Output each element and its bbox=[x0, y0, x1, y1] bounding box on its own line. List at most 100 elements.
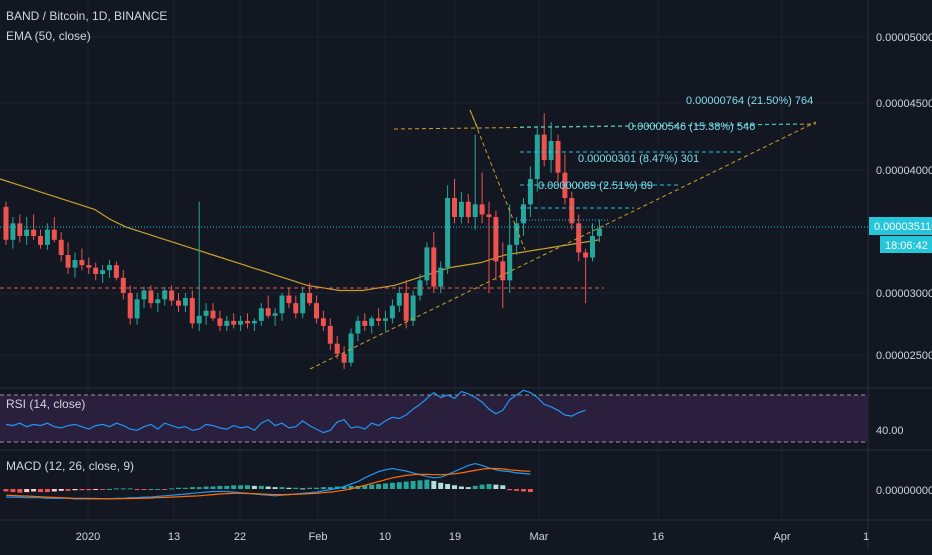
drawings[interactable] bbox=[0, 109, 868, 370]
candle bbox=[258, 303, 264, 326]
candle-body bbox=[113, 265, 119, 278]
macd-histogram-bar bbox=[500, 485, 506, 489]
candle bbox=[265, 295, 271, 319]
candle-body bbox=[141, 290, 147, 300]
ema-legend[interactable]: EMA (50, close) bbox=[6, 29, 91, 43]
candle bbox=[148, 285, 154, 309]
candle-body bbox=[238, 320, 244, 325]
candle bbox=[231, 313, 237, 329]
candle-body bbox=[17, 223, 23, 236]
macd-histogram-bar bbox=[479, 484, 485, 489]
candle bbox=[348, 328, 354, 367]
macd-layer bbox=[3, 462, 533, 500]
candle-body bbox=[86, 265, 92, 268]
candle-body bbox=[424, 247, 430, 281]
macd-histogram-bar bbox=[458, 486, 464, 489]
macd-histogram-bar bbox=[369, 484, 375, 489]
candle bbox=[341, 346, 347, 369]
candle-body bbox=[521, 204, 526, 224]
candle-body bbox=[576, 223, 582, 253]
candle-body bbox=[514, 223, 520, 245]
chart-title[interactable]: BAND / Bitcoin, 1D, BINANCE bbox=[6, 9, 167, 23]
macd-histogram-bar bbox=[521, 489, 526, 492]
macd-histogram-bar bbox=[72, 489, 78, 491]
time-axis[interactable]: 2020 13 22 Feb 10 19 Mar 16 Apr 1 bbox=[76, 531, 869, 543]
macd-histogram-bar bbox=[403, 481, 409, 489]
candle-body bbox=[217, 318, 223, 326]
macd-histogram-bar bbox=[279, 487, 285, 489]
candle-body bbox=[583, 252, 589, 258]
candle-body bbox=[334, 343, 340, 354]
ascending-trendline[interactable] bbox=[309, 121, 817, 370]
y-tick-label: 0.00003000 bbox=[876, 288, 932, 300]
macd-histogram-bar bbox=[113, 488, 119, 490]
candle-body bbox=[3, 206, 9, 240]
candle bbox=[445, 185, 451, 274]
candle-body bbox=[452, 198, 457, 217]
candle-body bbox=[431, 247, 437, 287]
candle-body bbox=[362, 320, 368, 326]
candle bbox=[3, 201, 9, 245]
candle bbox=[120, 270, 126, 300]
candle bbox=[44, 223, 50, 250]
macd-histogram-bar bbox=[327, 487, 333, 489]
macd-histogram-bar bbox=[307, 487, 313, 489]
candle-body bbox=[438, 267, 444, 287]
macd-histogram-bar bbox=[127, 488, 133, 490]
rsi-layer bbox=[5, 389, 586, 434]
x-tick-label: 19 bbox=[449, 531, 461, 543]
target-label: 0.00000764 (21.50%) 764 bbox=[686, 95, 813, 107]
macd-histogram-bar bbox=[79, 489, 85, 491]
candles-layer[interactable] bbox=[3, 113, 602, 369]
y-tick-label: 0.00005000 bbox=[876, 32, 932, 44]
macd-histogram-bar bbox=[203, 486, 209, 489]
macd-histogram-bar bbox=[445, 484, 451, 489]
candle-body bbox=[51, 229, 57, 240]
candle-body bbox=[376, 318, 382, 321]
target-label: 0.00000546 (15.38%) 546 bbox=[628, 121, 755, 133]
candle-body bbox=[258, 308, 264, 321]
candle bbox=[286, 287, 292, 309]
candle bbox=[396, 286, 402, 312]
candle-body bbox=[38, 236, 43, 245]
macd-histogram-bar bbox=[24, 489, 30, 493]
candle bbox=[355, 315, 361, 342]
macd-histogram-bar bbox=[65, 489, 71, 491]
candle-body bbox=[251, 320, 257, 324]
price-axis[interactable]: 0.00005000 0.00004500 0.00004000 0.00003… bbox=[869, 32, 932, 497]
candle bbox=[224, 315, 230, 331]
macd-histogram-bar bbox=[320, 487, 326, 489]
candle bbox=[10, 217, 16, 249]
candle-body bbox=[79, 260, 85, 266]
rsi-tick-label: 40.00 bbox=[876, 425, 904, 437]
x-tick-label: Apr bbox=[773, 531, 790, 543]
macd-histogram-bar bbox=[514, 489, 520, 491]
candle bbox=[376, 308, 382, 326]
candle bbox=[569, 191, 575, 230]
macd-histogram-bar bbox=[286, 487, 292, 489]
candle-body bbox=[493, 217, 499, 262]
macd-histogram-bar bbox=[341, 486, 347, 489]
rsi-legend[interactable]: RSI (14, close) bbox=[6, 397, 85, 411]
candle-body bbox=[100, 270, 106, 274]
candle bbox=[217, 310, 223, 331]
candle-body bbox=[196, 315, 202, 324]
candle bbox=[279, 293, 285, 321]
candle bbox=[431, 232, 437, 293]
candle bbox=[369, 315, 375, 334]
ema-layer bbox=[0, 178, 600, 292]
candle-body bbox=[272, 313, 278, 316]
candle-body bbox=[555, 141, 561, 173]
candle bbox=[514, 217, 520, 255]
macd-histogram-bar bbox=[258, 485, 264, 489]
macd-legend[interactable]: MACD (12, 26, close, 9) bbox=[6, 459, 134, 473]
candle-body bbox=[265, 308, 271, 316]
candle bbox=[127, 285, 133, 325]
target-line[interactable] bbox=[519, 123, 801, 128]
candle bbox=[182, 293, 188, 312]
x-tick-label: 22 bbox=[234, 531, 246, 543]
candle-body bbox=[127, 293, 133, 319]
